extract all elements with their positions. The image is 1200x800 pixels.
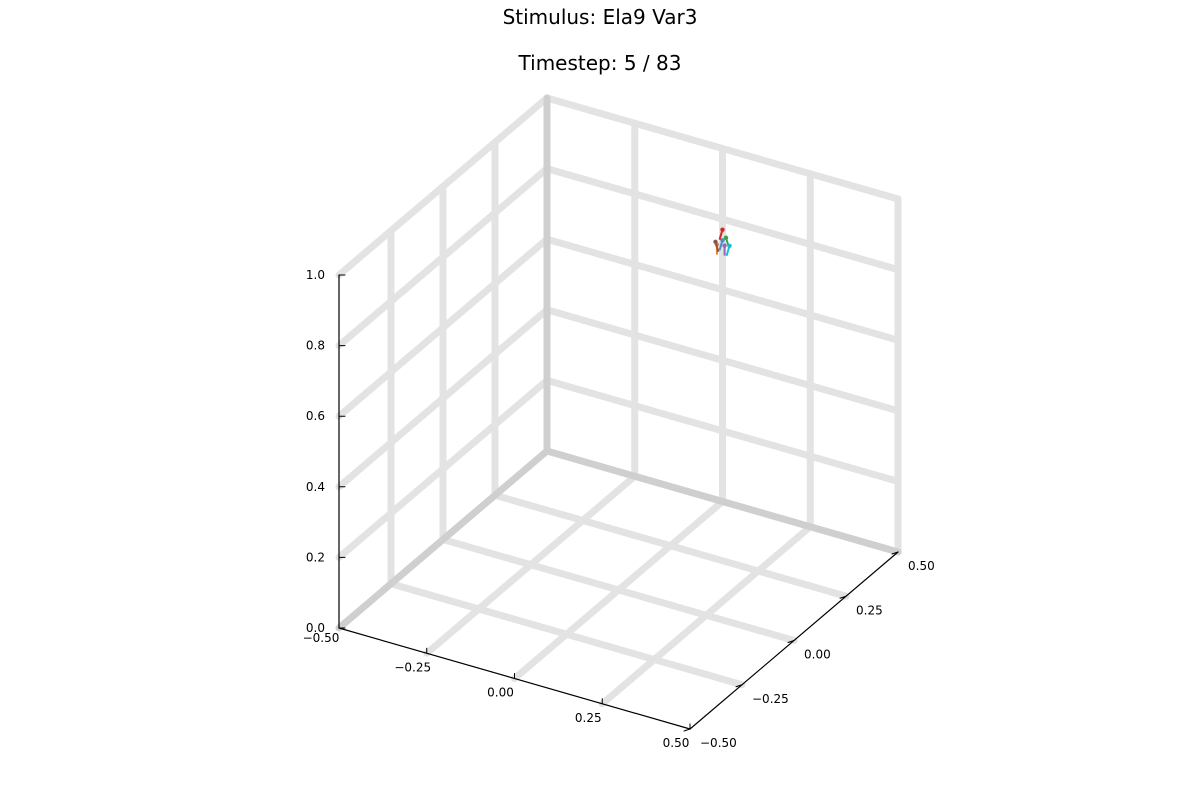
z-tick-label: 1.0 xyxy=(306,268,325,282)
frame-edge xyxy=(335,447,551,632)
chart-title: Stimulus: Ela9 Var3 xyxy=(502,5,698,29)
y-tick xyxy=(839,595,847,599)
chart-subtitle: Timestep: 5 / 83 xyxy=(518,51,682,75)
z-tick-label: 0.0 xyxy=(306,621,325,635)
x-tick-label: −0.25 xyxy=(394,660,431,674)
data-point-marker xyxy=(720,238,725,243)
x-tick-label: −0.50 xyxy=(303,631,340,645)
z-tick-label: 0.2 xyxy=(306,550,325,564)
grid-line xyxy=(335,306,551,491)
y-tick-label: 0.25 xyxy=(856,603,883,617)
data-point-marker xyxy=(720,227,725,232)
grid-line xyxy=(543,235,902,344)
grid-line xyxy=(491,491,850,600)
tick-labels: −0.50 −0.25 0.00 0.25 0.50 −0.50 −0.25 0.00 0.25… xyxy=(303,268,935,750)
frame-edge xyxy=(543,447,902,556)
x-tick-label: 0.25 xyxy=(575,711,602,725)
grid-layer xyxy=(335,94,902,708)
z-tick-label: 0.4 xyxy=(306,480,325,494)
x-tick-label: 0.50 xyxy=(663,736,690,750)
data-point-marker xyxy=(722,243,727,248)
data-layer xyxy=(713,227,732,257)
z-tick-label: 0.6 xyxy=(306,409,325,423)
grid-line xyxy=(543,94,902,203)
data-point-marker xyxy=(727,243,732,249)
y-tick-label: 0.50 xyxy=(908,559,935,573)
y-tick-label: −0.25 xyxy=(752,692,789,706)
grid-line xyxy=(439,536,798,644)
grid-line xyxy=(543,306,902,415)
grid-line xyxy=(543,165,902,274)
grid-line xyxy=(335,376,551,561)
grid-line xyxy=(335,165,551,350)
grid-line xyxy=(543,376,902,485)
y-tick xyxy=(891,551,899,555)
z-tick-label: 0.8 xyxy=(306,339,325,353)
y-tick-label: 0.00 xyxy=(804,648,831,662)
data-point-marker xyxy=(723,235,729,240)
grid-line xyxy=(335,235,551,420)
data-point-marker xyxy=(713,239,718,244)
y-tick xyxy=(683,728,691,732)
y-tick xyxy=(787,640,795,643)
grid-line xyxy=(387,580,746,689)
x-tick-label: 0.00 xyxy=(487,686,514,700)
grid-line xyxy=(335,94,551,279)
y-tick-label: −0.50 xyxy=(700,736,737,750)
y-tick xyxy=(735,684,743,688)
axis-layer xyxy=(338,274,899,732)
